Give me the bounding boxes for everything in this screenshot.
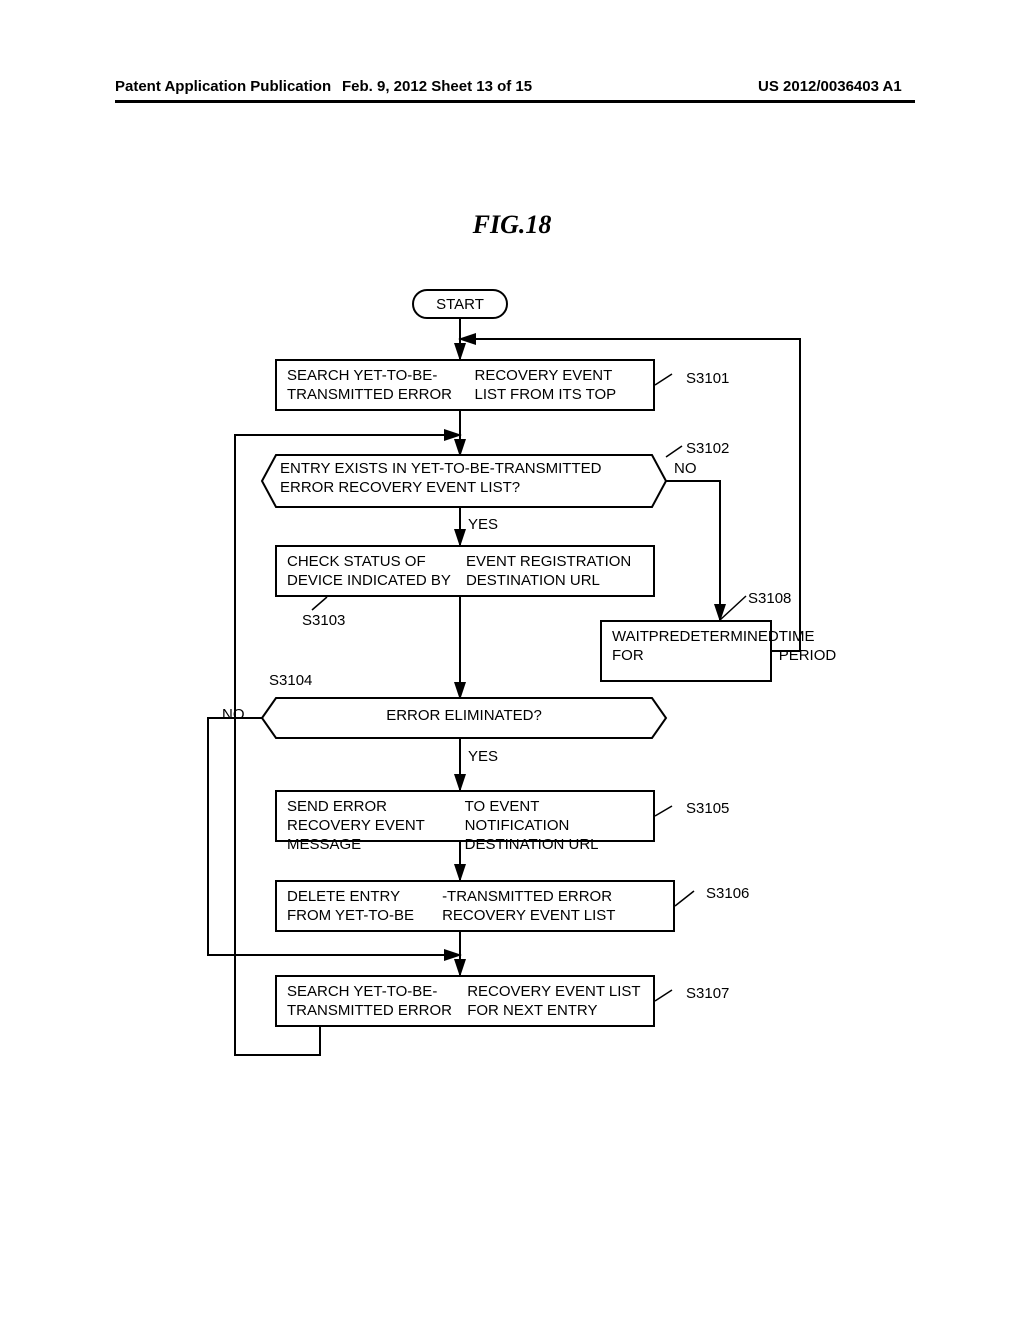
node-s3106: DELETE ENTRY FROM YET-TO-BE-TRANSMITTED … <box>275 880 675 932</box>
node-s3108: WAIT FORPREDETERMINEDTIME PERIOD <box>600 620 772 682</box>
node-s3102-text: ENTRY EXISTS IN YET-TO-BE-TRANSMITTEDERR… <box>280 460 650 498</box>
node-s3107: SEARCH YET-TO-BE-TRANSMITTED ERRORRECOVE… <box>275 975 655 1027</box>
node-s3105: SEND ERROR RECOVERY EVENT MESSAGETO EVEN… <box>275 790 655 842</box>
node-s3104-text: ERROR ELIMINATED? <box>262 707 666 724</box>
label-s3102: S3102 <box>686 440 729 457</box>
node-s3101: SEARCH YET-TO-BE-TRANSMITTED ERRORRECOVE… <box>275 359 655 411</box>
page: Patent Application Publication Feb. 9, 2… <box>0 0 1024 1320</box>
label-s3102-no: NO <box>674 460 697 477</box>
label-s3104-yes: YES <box>468 748 498 765</box>
label-s3104: S3104 <box>269 672 312 689</box>
label-s3108: S3108 <box>748 590 791 607</box>
label-s3103: S3103 <box>302 612 345 629</box>
label-s3106: S3106 <box>706 885 749 902</box>
label-s3104-no: NO <box>222 706 245 723</box>
node-s3103: CHECK STATUS OF DEVICE INDICATED BYEVENT… <box>275 545 655 597</box>
label-s3107: S3107 <box>686 985 729 1002</box>
label-s3105: S3105 <box>686 800 729 817</box>
node-start: START <box>412 289 508 319</box>
label-s3101: S3101 <box>686 370 729 387</box>
flowchart-svg <box>0 0 1024 1320</box>
label-s3102-yes: YES <box>468 516 498 533</box>
